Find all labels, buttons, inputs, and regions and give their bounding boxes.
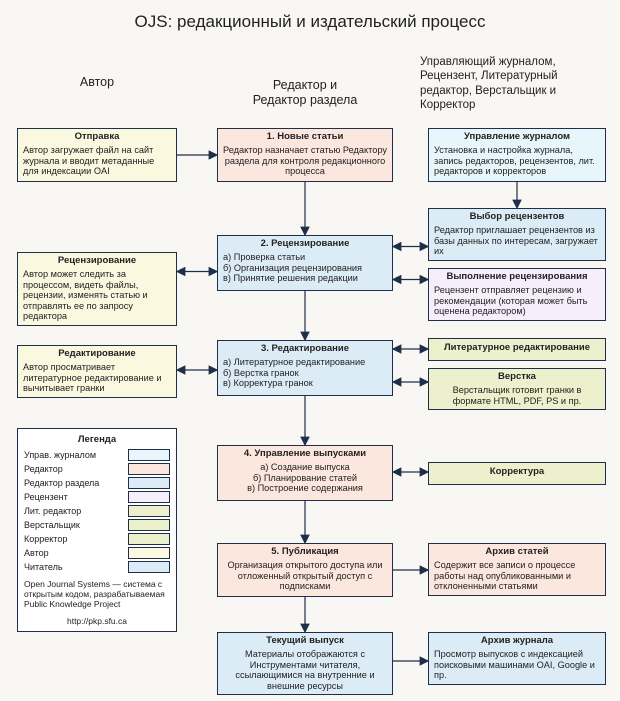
node-body: Организация открытого доступа или отложе… [223, 560, 387, 592]
node-title: Выполнение рецензирования [434, 272, 600, 283]
node-e_review: 2. Рецензирование а) Проверка статьи б) О… [217, 235, 393, 291]
legend-swatch [128, 463, 170, 475]
legend-label: Редактор раздела [24, 478, 122, 488]
legend-label: Автор [24, 548, 122, 558]
node-body: а) Создание выпуска б) Планирование стат… [223, 462, 387, 494]
legend-label: Корректор [24, 534, 122, 544]
node-body: Рецензент отправляет рецензию и рекоменд… [434, 285, 600, 317]
legend-swatch [128, 547, 170, 559]
node-title: Корректура [434, 467, 600, 478]
node-body: Редактор приглашает рецензентов из базы … [434, 225, 600, 257]
node-title: 2. Рецензирование [223, 239, 387, 250]
col-header-editor: Редактор и Редактор раздела [217, 62, 393, 109]
node-e_new: 1. Новые статьи Редактор назначает статью… [217, 128, 393, 182]
node-a_submit: Отправка Автор загружает файл на сайт жур… [17, 128, 177, 182]
node-e_issue: 4. Управление выпусками а) Создание выпус… [217, 445, 393, 501]
node-title: 1. Новые статьи [223, 132, 387, 143]
node-body: Автор загружает файл на сайт журнала и в… [23, 145, 171, 177]
node-title: Управление журналом [434, 132, 600, 143]
legend-label: Верстальщик [24, 520, 122, 530]
node-title: Рецензирование [23, 256, 171, 267]
legend-swatch [128, 561, 170, 573]
node-title: Верстка [434, 372, 600, 383]
legend-row: Редактор раздела [24, 477, 170, 489]
node-m_jarchive: Архив журнала Просмотр выпусков с индекса… [428, 632, 606, 685]
legend: Легенда Управ. журналом Редактор Редактор … [17, 428, 177, 632]
node-m_selectrev: Выбор рецензентов Редактор приглашает рец… [428, 208, 606, 261]
node-title: 3. Редактирование [223, 344, 387, 355]
node-body: Редактор назначает статью Редактору разд… [223, 145, 387, 177]
node-body: Просмотр выпусков с индексацией поисковы… [434, 649, 600, 681]
legend-swatch [128, 533, 170, 545]
legend-row: Управ. журналом [24, 449, 170, 461]
node-e_current: Текущий выпуск Материалы отображаются с И… [217, 632, 393, 695]
title-text: OJS: редакционный и издательский процесс [135, 12, 486, 31]
node-m_proof: Корректура [428, 462, 606, 485]
node-body: а) Проверка статьи б) Организация реценз… [223, 252, 387, 284]
node-body: Автор просматривает литературное редакти… [23, 362, 171, 394]
legend-row: Редактор [24, 463, 170, 475]
legend-row: Рецензент [24, 491, 170, 503]
legend-label: Лит. редактор [24, 506, 122, 516]
node-title: Архив журнала [434, 636, 600, 647]
node-title: Архив статей [434, 547, 600, 558]
node-body: Материалы отображаются с Инструментами ч… [223, 649, 387, 691]
legend-swatch [128, 449, 170, 461]
legend-row: Автор [24, 547, 170, 559]
legend-label: Читатель [24, 562, 122, 572]
page-title: OJS: редакционный и издательский процесс [0, 12, 620, 32]
legend-row: Верстальщик [24, 519, 170, 531]
node-title: Отправка [23, 132, 171, 143]
legend-label: Управ. журналом [24, 450, 122, 460]
flowchart-canvas: { "title": "OJS: редакционный и издатель… [0, 0, 620, 701]
node-m_copy: Литературное редактирование [428, 338, 606, 361]
legend-label: Рецензент [24, 492, 122, 502]
legend-label: Редактор [24, 464, 122, 474]
node-title: Текущий выпуск [223, 636, 387, 647]
node-e_publish: 5. Публикация Организация открытого досту… [217, 543, 393, 597]
node-title: Выбор рецензентов [434, 212, 600, 223]
legend-row: Корректор [24, 533, 170, 545]
legend-row: Читатель [24, 561, 170, 573]
col-header-author: Автор [17, 75, 177, 91]
node-m_journal: Управление журналом Установка и настройка… [428, 128, 606, 182]
node-e_edit: 3. Редактирование а) Литературное редакти… [217, 340, 393, 396]
node-body: Верстальщик готовит гранки в формате HTM… [434, 385, 600, 406]
node-body: а) Литературное редактирование б) Верстк… [223, 357, 387, 389]
node-title: Редактирование [23, 349, 171, 360]
node-title: 4. Управление выпусками [223, 449, 387, 460]
node-body: Установка и настройка журнала, запись ре… [434, 145, 600, 177]
node-title: 5. Публикация [223, 547, 387, 558]
legend-url: http://pkp.sfu.ca [24, 616, 170, 626]
node-body: Содержит все записи о процессе работы на… [434, 560, 600, 592]
legend-swatch [128, 491, 170, 503]
legend-row: Лит. редактор [24, 505, 170, 517]
node-m_layout: Верстка Верстальщик готовит гранки в форм… [428, 368, 606, 410]
legend-footer: Open Journal Systems — система с открыты… [24, 579, 170, 610]
node-m_archive: Архив статей Содержит все записи о процес… [428, 543, 606, 596]
legend-swatch [128, 505, 170, 517]
node-m_doreview: Выполнение рецензирования Рецензент отпра… [428, 268, 606, 321]
node-a_review: Рецензирование Автор может следить за про… [17, 252, 177, 326]
col-header-manager: Управляющий журналом, Рецензент, Литерат… [420, 55, 610, 113]
legend-swatch [128, 519, 170, 531]
legend-title: Легенда [24, 434, 170, 445]
node-a_edit: Редактирование Автор просматривает литера… [17, 345, 177, 398]
node-title: Литературное редактирование [434, 343, 600, 354]
legend-swatch [128, 477, 170, 489]
node-body: Автор может следить за процессом, видеть… [23, 269, 171, 322]
